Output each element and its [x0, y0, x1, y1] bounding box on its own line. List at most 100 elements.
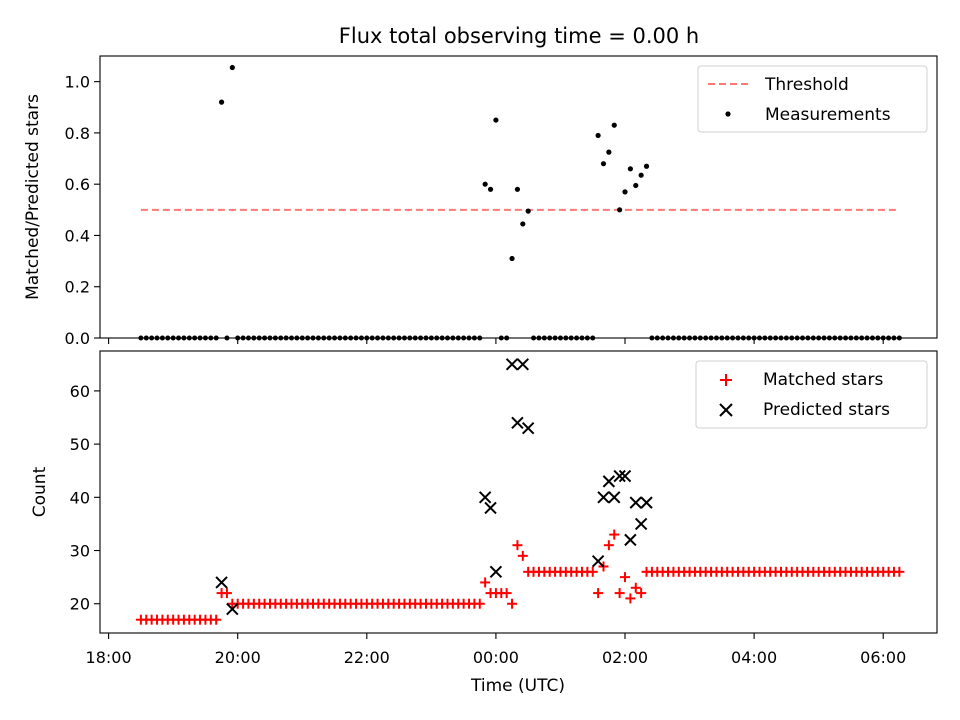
y-bottom-tick-label: 40 [70, 488, 90, 507]
matched-star-point [211, 614, 222, 625]
legend-box-bottom [695, 360, 928, 429]
measurement-point [305, 335, 311, 341]
measurement-point [697, 335, 703, 341]
matched-star-point [609, 529, 620, 540]
predicted-star-point [505, 358, 519, 371]
measurement-point [837, 335, 843, 341]
legend-threshold-label: Threshold [764, 75, 849, 95]
matched-star-point [587, 566, 598, 577]
legend-top: Threshold Measurements [697, 65, 928, 133]
measurement-point [353, 335, 359, 341]
measurement-point [584, 335, 590, 341]
legend-bottom: Matched stars Predicted stars [695, 360, 928, 429]
measurement-point [423, 335, 429, 341]
measurement-point [805, 335, 811, 341]
measurement-point [692, 335, 698, 341]
measurement-point [875, 335, 881, 341]
measurement-point [708, 335, 714, 341]
measurement-point [245, 335, 251, 341]
measurement-point [450, 335, 456, 341]
measurement-point [794, 335, 800, 341]
matched-star-point [636, 588, 647, 599]
measurement-point [461, 335, 467, 341]
measurement-point [746, 335, 752, 341]
measurement-point [756, 335, 762, 341]
measurement-point [821, 335, 827, 341]
matched-star-point [894, 566, 905, 577]
measurement-point [391, 335, 397, 341]
measurement-point [487, 186, 494, 192]
y-axis-label-bottom: Count [30, 466, 50, 517]
y-top-tick-label: 0.4 [65, 226, 90, 245]
measurement-point [579, 335, 585, 341]
predicted-star-point [215, 576, 228, 589]
measurement-point [654, 335, 660, 341]
x-tick-label: 22:00 [344, 648, 390, 667]
x-tick-label: 06:00 [860, 648, 906, 667]
measurement-point [864, 335, 870, 341]
measurement-point [299, 335, 305, 341]
measurement-point [218, 99, 225, 105]
measurement-point [826, 335, 832, 341]
measurement-point [880, 335, 886, 341]
measurement-point [767, 335, 773, 341]
measurement-point [439, 335, 445, 341]
measurement-point [208, 335, 214, 341]
measurement-point [730, 335, 736, 341]
measurement-point [740, 335, 746, 341]
measurement-point [401, 335, 407, 341]
plot-area-bottom [135, 358, 905, 625]
measurement-point [853, 335, 859, 341]
measurement-point [434, 335, 440, 341]
matched-star-point [507, 598, 518, 609]
y-bottom-tick-label: 30 [70, 542, 90, 561]
legend-predicted-swatch [719, 403, 733, 417]
y-top-tick-label: 0.0 [65, 329, 90, 348]
measurement-point [509, 255, 515, 262]
x-tick-label: 20:00 [215, 648, 261, 667]
measurement-point [154, 335, 160, 341]
measurement-point [262, 335, 268, 341]
x-axis-label: Time (UTC) [470, 676, 565, 696]
measurement-point [617, 207, 623, 213]
measurement-point [477, 335, 483, 341]
y-axis-label-top: Matched/Predicted stars [23, 94, 43, 300]
measurement-point [165, 335, 171, 341]
measurement-point [800, 335, 806, 341]
measurement-point [396, 335, 402, 341]
panel-bottom: 20 30 40 50 60 18:00 20:00 22:00 00:00 02:00 04:0… [30, 350, 938, 696]
measurement-point [751, 335, 757, 341]
measurement-point [498, 335, 504, 341]
measurement-point [783, 335, 789, 341]
measurement-point [536, 335, 542, 341]
measurement-point [670, 335, 676, 341]
measurement-point [251, 335, 257, 341]
measurement-point [552, 335, 558, 341]
y-axis-bottom: 20 30 40 50 60 [70, 382, 100, 614]
measurement-point [574, 335, 580, 341]
measurement-point [687, 335, 693, 341]
legend-matched-label: Matched stars [763, 370, 883, 390]
measurement-point [380, 335, 386, 341]
measurement-point [724, 335, 730, 341]
measurement-point [531, 335, 537, 341]
measurement-point [418, 335, 424, 341]
measurement-point [649, 335, 655, 341]
y-top-tick-label: 1.0 [65, 73, 90, 92]
predicted-star-point [516, 358, 530, 371]
predicted-star-point [608, 491, 621, 504]
matched-star-point [480, 577, 491, 588]
measurement-point [385, 335, 391, 341]
predicted-star-point [634, 517, 648, 531]
x-axis-bottom: 18:00 20:00 22:00 00:00 02:00 04:00 06:00 [86, 633, 906, 667]
measurement-point [288, 335, 294, 341]
measurement-point [192, 335, 198, 341]
measurement-point [843, 335, 849, 341]
predicted-star-point [478, 491, 492, 504]
y-top-tick-label: 0.6 [65, 175, 90, 194]
measurement-point [627, 166, 633, 172]
predicted-star-point [521, 421, 535, 435]
measurement-point [869, 335, 875, 341]
matched-star-point [512, 540, 523, 551]
matched-star-point [620, 572, 631, 583]
